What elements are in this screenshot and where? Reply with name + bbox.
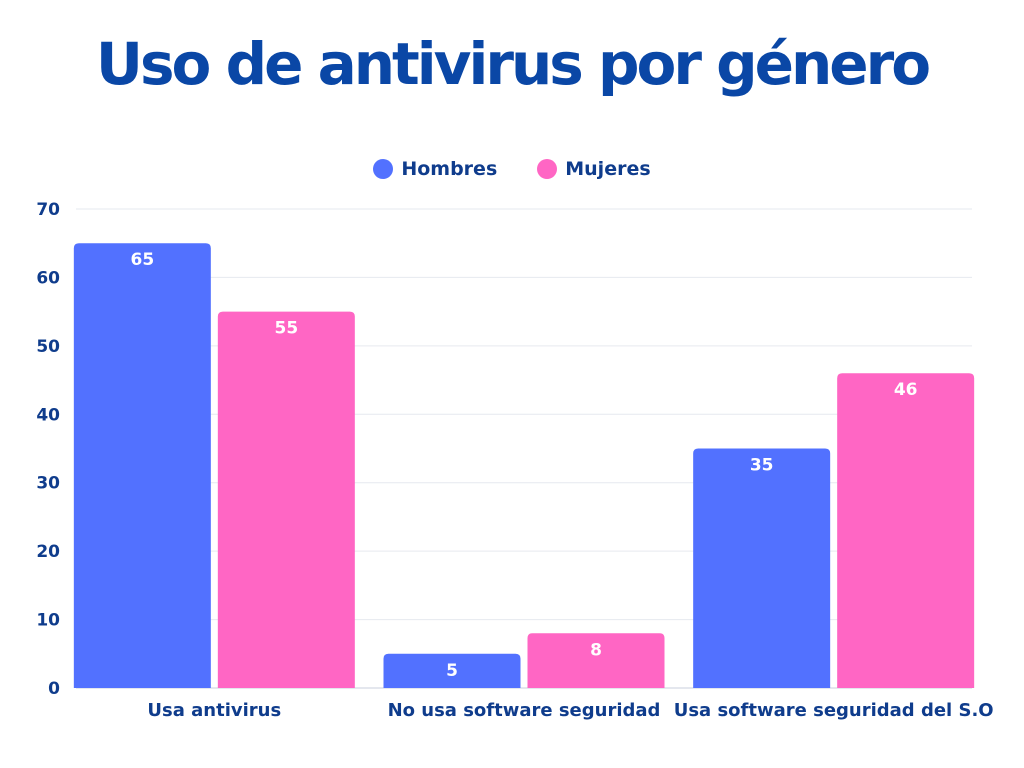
y-tick-label: 20: [36, 542, 60, 562]
x-tick-label: Usa software seguridad del S.O: [674, 700, 994, 721]
bar-hombres: [73, 243, 211, 688]
bar-mujeres: [527, 633, 665, 688]
legend: Hombres Mujeres: [0, 158, 1024, 180]
bar-mujeres: [837, 373, 975, 688]
legend-swatch-hombres: [373, 159, 394, 179]
bar-hombres: [693, 448, 831, 688]
x-tick-label: No usa software seguridad: [388, 700, 661, 721]
bar-mujeres: [217, 311, 355, 688]
chart-title: Uso de antivirus por género: [95, 30, 931, 98]
legend-label-hombres: Hombres: [401, 158, 498, 180]
y-tick-label: 60: [36, 268, 60, 288]
x-tick-label: Usa antivirus: [147, 700, 281, 721]
data-label: 55: [274, 319, 298, 339]
legend-item-mujeres: Mujeres: [537, 158, 651, 180]
data-label: 8: [590, 640, 602, 660]
legend-item-hombres: Hombres: [373, 158, 497, 180]
y-tick-label: 0: [48, 679, 60, 699]
y-tick-label: 10: [36, 611, 60, 631]
y-tick-label: 50: [36, 337, 60, 357]
legend-label-mujeres: Mujeres: [565, 158, 651, 180]
y-tick-label: 40: [36, 405, 60, 425]
legend-swatch-mujeres: [537, 159, 558, 179]
data-label: 46: [894, 380, 918, 400]
data-label: 65: [130, 250, 154, 270]
bar-hombres: [383, 653, 521, 688]
y-tick-label: 70: [36, 200, 60, 220]
y-tick-label: 30: [36, 474, 60, 494]
data-label: 5: [446, 661, 458, 681]
data-label: 35: [750, 456, 774, 476]
